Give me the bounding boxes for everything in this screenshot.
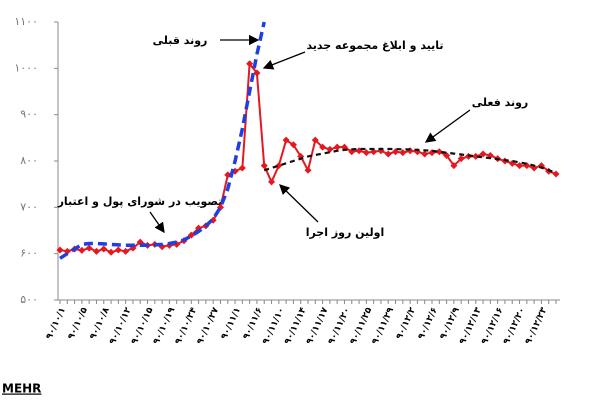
data-point [289, 141, 297, 149]
data-point [85, 244, 93, 252]
data-point [399, 149, 407, 157]
data-point [319, 143, 327, 151]
y-tick-label: ۹۰۰ [20, 108, 38, 121]
y-tick-label: ۷۰۰ [20, 200, 38, 213]
data-point [516, 162, 524, 170]
y-tick-label: ۱۱۰۰ [14, 15, 38, 28]
x-tick-label: ۹۰/۱۰/۵ [66, 306, 90, 342]
data-point [304, 166, 312, 174]
data-point [421, 150, 429, 158]
data-point [56, 246, 64, 254]
data-point [282, 136, 290, 144]
x-tick-label: ۹۰/۱۰/۲۷ [195, 306, 221, 347]
arrow [279, 184, 319, 223]
series-line [263, 147, 557, 174]
x-tick-label: ۹۰/۱۲/۶ [417, 306, 440, 341]
arrow [262, 51, 306, 70]
annotation: تصویب در شورای پول و اعتبار [57, 195, 223, 208]
data-point [275, 162, 283, 170]
data-point [238, 164, 246, 172]
data-point [246, 60, 254, 68]
x-tick-label: ۹۰/۱۱/۲۹ [370, 306, 396, 347]
y-tick-label: ۱۰۰۰ [14, 61, 38, 74]
x-tick-label: ۹۰/۱۲/۲ [395, 306, 419, 342]
data-point [479, 150, 487, 158]
data-point [253, 69, 261, 77]
data-point [268, 178, 276, 186]
annotation: تایید و ابلاغ مجموعه جدید [306, 39, 443, 52]
annotation: روند قبلی [153, 34, 208, 47]
data-point [384, 150, 392, 158]
x-tick-label: ۹۰/۱۲/۲۳ [524, 306, 550, 347]
series-line [59, 21, 266, 260]
data-point [435, 148, 443, 156]
data-point [362, 149, 370, 157]
x-tick-label: ۹۰/۱۲/۹ [438, 306, 462, 342]
data-point [78, 246, 86, 254]
y-tick-label: ۶۰۰ [20, 247, 38, 260]
annotation: اولین روز اجرا [306, 226, 385, 239]
data-point [450, 162, 458, 170]
x-tick-label: ۹۰/۱۰/۸ [88, 306, 112, 342]
data-point [100, 245, 108, 253]
data-point [92, 247, 100, 255]
data-point [333, 143, 341, 151]
arrow [149, 211, 165, 234]
watermark: MEHR [2, 382, 41, 396]
x-tick-label: ۹۰/۱۱/۱ [220, 306, 243, 341]
data-point [443, 151, 451, 159]
data-point [114, 246, 122, 254]
data-point [311, 136, 319, 144]
data-point [326, 145, 334, 153]
data-point [552, 170, 560, 178]
data-point [260, 162, 268, 170]
annotation: روند فعلی [472, 96, 529, 109]
arrow [424, 109, 471, 143]
y-tick-label: ۵۰۰ [20, 293, 38, 306]
data-point [472, 152, 480, 160]
data-point [107, 248, 115, 256]
y-tick-label: ۸۰۰ [20, 154, 38, 167]
data-point [122, 247, 130, 255]
x-tick-label: ۹۰/۱۰/۱ [45, 306, 68, 341]
data-point [457, 155, 465, 163]
x-tick-label: ۹۰/۱۱/۶ [241, 306, 264, 341]
